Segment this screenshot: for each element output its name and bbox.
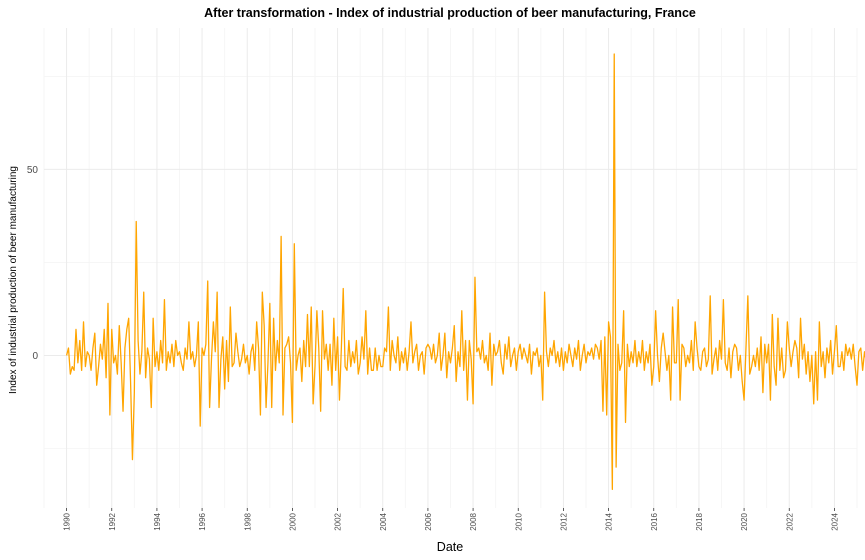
x-tick-label: 2020 [740,512,749,530]
x-tick-label: 1998 [243,512,252,530]
series-line [65,53,865,491]
minor-gridlines [43,28,858,508]
chart-title: After transformation - Index of industri… [204,6,696,20]
x-tick-label: 2010 [514,512,523,530]
y-axis-title: Index of industrial production of beer m… [8,166,19,394]
x-tick-label: 2024 [830,512,839,530]
y-tick-label: 0 [32,351,38,362]
x-tick-label: 2012 [559,512,568,530]
x-tick-label: 2000 [288,512,297,530]
x-tick-label: 1996 [198,512,207,530]
x-tick-label: 2004 [379,512,388,530]
x-tick-label: 2002 [334,512,343,530]
x-tick-label: 2016 [650,512,659,530]
x-tick-label: 1994 [153,512,162,530]
y-tick-label: 50 [27,165,39,176]
x-tick-label: 1990 [63,512,72,530]
x-tick-label: 2014 [605,512,614,530]
x-tick-label: 2008 [469,512,478,530]
x-tick-label: 1992 [108,512,117,530]
x-axis-ticks: 1990 1992 1994 1996 1998 2000 2002 2004 2006 2008… [63,508,839,531]
x-axis-title: Date [437,540,463,554]
x-tick-label: 2006 [424,512,433,530]
y-axis-ticks: 0 50 [27,165,39,362]
x-tick-label: 2018 [695,512,704,530]
x-tick-label: 2022 [785,512,794,530]
